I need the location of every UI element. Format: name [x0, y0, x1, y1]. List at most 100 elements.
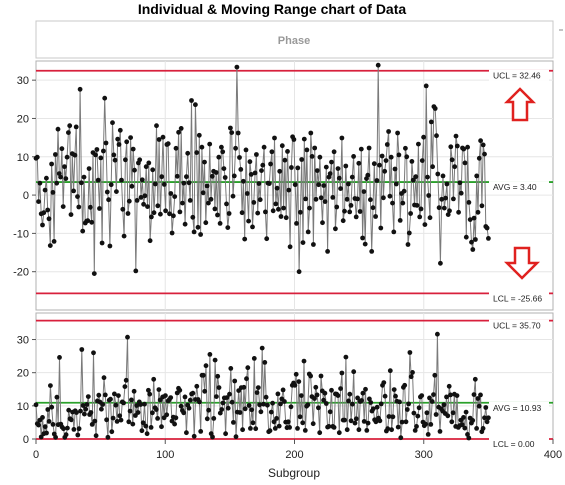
- data-point: [352, 420, 358, 426]
- y-tick-label: 0: [23, 190, 29, 202]
- data-point: [91, 350, 96, 356]
- data-point: [119, 177, 124, 183]
- data-point: [156, 387, 162, 392]
- data-point: [85, 394, 91, 399]
- data-point: [416, 141, 421, 147]
- y-tick-label: 20: [17, 368, 29, 380]
- data-point: [475, 209, 481, 215]
- data-point: [449, 157, 455, 163]
- data-point: [253, 426, 259, 432]
- data-point: [238, 167, 244, 172]
- data-point: [366, 145, 372, 151]
- data-point: [168, 191, 174, 196]
- data-point: [89, 422, 95, 427]
- data-point: [482, 151, 487, 157]
- data-point: [478, 392, 483, 398]
- data-point: [46, 419, 52, 424]
- data-point: [461, 415, 466, 420]
- data-point: [260, 162, 266, 168]
- data-point: [408, 374, 414, 380]
- y-tick-label: 30: [17, 335, 29, 347]
- data-point: [226, 211, 232, 216]
- data-point: [292, 182, 298, 188]
- data-point: [271, 419, 277, 425]
- individual-points: [33, 62, 491, 276]
- data-point: [450, 410, 456, 416]
- data-point: [163, 208, 169, 214]
- data-point: [64, 154, 70, 160]
- data-point: [368, 400, 374, 405]
- data-point: [201, 372, 206, 378]
- data-point: [265, 402, 270, 408]
- data-point: [57, 355, 62, 360]
- data-point: [139, 177, 145, 183]
- data-point: [37, 180, 43, 186]
- data-point: [88, 204, 93, 210]
- data-point: [264, 236, 270, 242]
- x-axis-title: Subgroup: [268, 466, 320, 480]
- data-point: [255, 385, 261, 390]
- data-point: [462, 160, 468, 166]
- data-point: [216, 385, 222, 390]
- data-point: [323, 164, 329, 170]
- data-point: [51, 239, 57, 244]
- data-point: [398, 435, 404, 441]
- data-point: [112, 391, 117, 397]
- x-tick-label: 200: [285, 449, 303, 461]
- y-tick-label: -20: [13, 267, 29, 279]
- data-point: [330, 195, 336, 200]
- data-point: [147, 391, 153, 397]
- data-point: [131, 388, 137, 394]
- data-point: [177, 387, 183, 393]
- data-point: [412, 428, 418, 433]
- data-point: [414, 424, 419, 429]
- data-point: [303, 196, 308, 202]
- data-point: [361, 419, 367, 424]
- data-point: [257, 402, 262, 408]
- data-point: [309, 154, 315, 159]
- data-point: [65, 425, 70, 431]
- phase-header[interactable]: [35, 20, 554, 59]
- data-point: [116, 142, 122, 147]
- data-point: [474, 426, 479, 431]
- data-point: [311, 242, 316, 247]
- data-point: [127, 408, 133, 414]
- data-point: [42, 187, 48, 193]
- data-point: [353, 214, 359, 220]
- data-point: [130, 146, 136, 152]
- data-point: [115, 136, 121, 142]
- data-point: [263, 394, 269, 400]
- data-point: [75, 194, 80, 200]
- data-point: [293, 371, 299, 377]
- data-point: [110, 120, 115, 126]
- data-point: [419, 393, 425, 398]
- data-point: [470, 418, 476, 423]
- data-point: [386, 129, 391, 134]
- data-point: [141, 201, 147, 207]
- arrow-down-icon: [503, 246, 541, 280]
- data-point: [443, 195, 448, 201]
- data-point: [225, 405, 231, 411]
- data-point: [404, 407, 410, 412]
- data-point: [479, 203, 485, 209]
- data-point: [348, 418, 354, 424]
- data-point: [388, 154, 394, 160]
- data-point: [316, 405, 321, 411]
- data-point: [133, 268, 139, 274]
- data-point: [137, 157, 143, 163]
- data-point: [343, 163, 349, 169]
- y-tick-label: 0: [23, 434, 29, 446]
- data-point: [486, 415, 491, 421]
- data-point: [194, 383, 200, 389]
- data-point: [335, 166, 341, 172]
- data-point: [287, 425, 292, 430]
- data-point: [476, 403, 482, 409]
- data-point: [263, 209, 268, 215]
- data-point: [67, 123, 73, 129]
- data-point: [342, 208, 347, 214]
- data-point: [453, 133, 459, 139]
- data-point: [248, 172, 254, 177]
- data-point: [344, 196, 350, 202]
- data-point: [63, 176, 69, 182]
- data-point: [403, 145, 408, 151]
